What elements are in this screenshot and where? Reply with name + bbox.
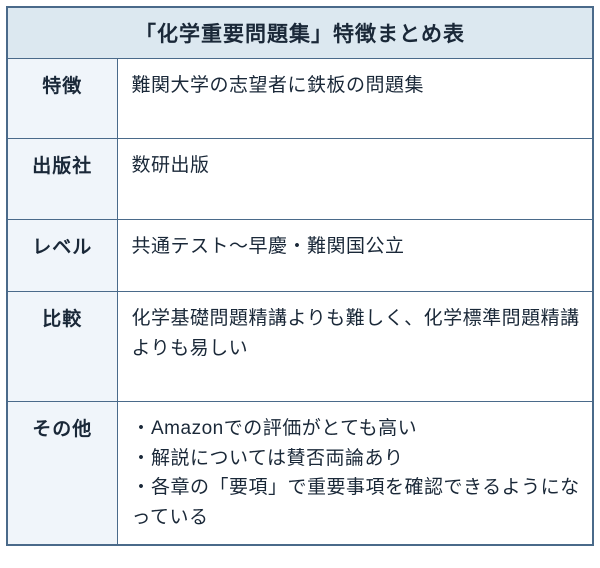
table-header-row: 「化学重要問題集」特徴まとめ表 [7, 7, 593, 59]
row-value: 数研出版 [117, 139, 593, 219]
row-label: レベル [7, 219, 117, 291]
summary-table: 「化学重要問題集」特徴まとめ表 特徴 難関大学の志望者に鉄板の問題集 出版社 数… [6, 6, 594, 546]
table-row: その他 ・Amazonでの評価がとても高い・解説については賛否両論あり・各章の「… [7, 402, 593, 545]
row-value: 化学基礎問題精講よりも難しく、化学標準問題精講よりも易しい [117, 292, 593, 402]
row-label: 出版社 [7, 139, 117, 219]
row-label: その他 [7, 402, 117, 545]
row-value: 共通テスト〜早慶・難関国公立 [117, 219, 593, 291]
row-label: 特徴 [7, 59, 117, 139]
table-row: レベル 共通テスト〜早慶・難関国公立 [7, 219, 593, 291]
table-row: 比較 化学基礎問題精講よりも難しく、化学標準問題精講よりも易しい [7, 292, 593, 402]
table-row: 特徴 難関大学の志望者に鉄板の問題集 [7, 59, 593, 139]
row-value: ・Amazonでの評価がとても高い・解説については賛否両論あり・各章の「要項」で… [117, 402, 593, 545]
row-value: 難関大学の志望者に鉄板の問題集 [117, 59, 593, 139]
row-label: 比較 [7, 292, 117, 402]
table-row: 出版社 数研出版 [7, 139, 593, 219]
table-title: 「化学重要問題集」特徴まとめ表 [7, 7, 593, 59]
